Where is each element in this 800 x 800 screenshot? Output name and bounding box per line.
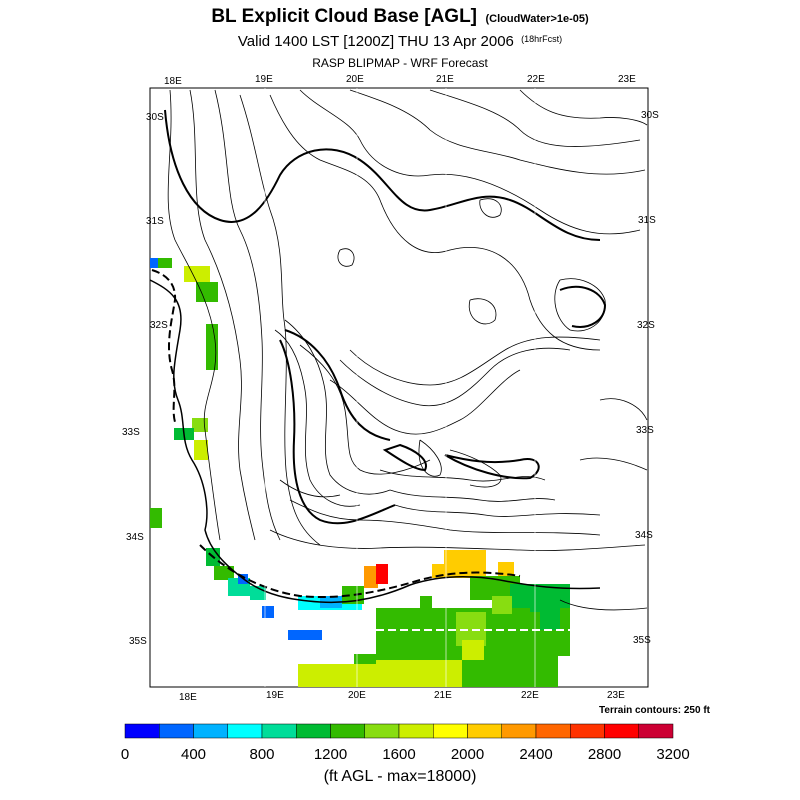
lon-label-bottom: 21E bbox=[434, 690, 452, 701]
lat-label-right: 33S bbox=[636, 425, 654, 436]
color-swatch bbox=[364, 723, 400, 739]
cell bbox=[420, 596, 432, 608]
color-swatch bbox=[501, 723, 537, 739]
lat-label-left: 35S bbox=[129, 636, 147, 647]
graticule bbox=[264, 88, 536, 687]
color-swatch bbox=[227, 723, 263, 739]
cell bbox=[462, 640, 484, 660]
cell bbox=[492, 596, 512, 614]
title-note: (CloudWater>1e-05) bbox=[485, 13, 589, 25]
color-swatch bbox=[467, 723, 502, 739]
boundary-dashed bbox=[151, 269, 177, 426]
color-scale-tick-label: 2000 bbox=[451, 746, 484, 763]
bold-contours bbox=[164, 109, 607, 525]
color-swatch bbox=[159, 723, 194, 739]
forecast-map: 18E 19E 20E 21E 22E 23E 18E 19E 20E 21E … bbox=[122, 74, 659, 703]
lat-label-left: 30S bbox=[146, 112, 164, 123]
lat-label-right: 35S bbox=[633, 635, 651, 646]
units-label: (ft AGL - max=18000) bbox=[323, 768, 477, 785]
color-swatch bbox=[193, 723, 228, 739]
color-swatch bbox=[604, 723, 639, 739]
cell bbox=[194, 440, 208, 460]
cell bbox=[376, 660, 462, 687]
lat-label-left: 32S bbox=[150, 320, 168, 331]
cell bbox=[150, 508, 162, 528]
valid-text: Valid 1400 LST [1200Z] THU 13 Apr 2006 bbox=[237, 33, 514, 50]
title-main: BL Explicit Cloud Base [AGL] bbox=[211, 6, 478, 27]
color-scale-tick-label: 2400 bbox=[519, 746, 552, 763]
cell bbox=[530, 594, 560, 612]
lon-label-bottom: 19E bbox=[266, 690, 284, 701]
lat-label-right: 34S bbox=[635, 530, 653, 541]
terrain-contours bbox=[167, 89, 648, 611]
color-scale-swatches bbox=[124, 723, 674, 739]
color-scale-tick-label: 800 bbox=[249, 746, 274, 763]
lat-label-right: 32S bbox=[637, 320, 655, 331]
color-swatch bbox=[124, 723, 160, 739]
color-scale: 0 400 800 1200 1600 2000 2400 2800 3200 bbox=[121, 723, 690, 763]
chart-title: BL Explicit Cloud Base [AGL] (CloudWater… bbox=[0, 6, 800, 32]
color-swatch bbox=[570, 723, 605, 739]
color-scale-ticks: 0 400 800 1200 1600 2000 2400 2800 3200 bbox=[121, 746, 690, 763]
lon-label-top: 23E bbox=[618, 74, 636, 85]
color-swatch bbox=[330, 723, 365, 739]
color-scale-tick-label: 1200 bbox=[314, 746, 347, 763]
lon-label-top: 18E bbox=[164, 76, 182, 87]
cell bbox=[158, 258, 172, 268]
lon-label-bottom: 20E bbox=[348, 690, 366, 701]
lon-label-top: 21E bbox=[436, 74, 454, 85]
lon-label-bottom: 18E bbox=[179, 692, 197, 703]
color-scale-tick-label: 1600 bbox=[382, 746, 415, 763]
cell bbox=[196, 282, 218, 302]
lon-label-top: 22E bbox=[527, 74, 545, 85]
color-swatch bbox=[398, 723, 434, 739]
color-scale-tick-label: 0 bbox=[121, 746, 129, 763]
cell bbox=[540, 610, 560, 630]
cell bbox=[298, 664, 378, 687]
cell bbox=[288, 630, 322, 640]
axis-labels: 18E 19E 20E 21E 22E 23E 18E 19E 20E 21E … bbox=[122, 74, 659, 703]
color-swatch bbox=[433, 723, 468, 739]
cell bbox=[150, 258, 158, 268]
lat-label-left: 34S bbox=[126, 532, 144, 543]
cell bbox=[376, 564, 388, 584]
lon-label-top: 20E bbox=[346, 74, 364, 85]
color-swatch bbox=[296, 723, 331, 739]
color-scale-tick-label: 3200 bbox=[656, 746, 689, 763]
cell bbox=[364, 566, 378, 588]
lat-label-left: 33S bbox=[122, 427, 140, 438]
lat-label-left: 31S bbox=[146, 216, 164, 227]
valid-note: (18hrFcst) bbox=[521, 34, 563, 44]
lon-label-top: 19E bbox=[255, 74, 273, 85]
cell bbox=[206, 324, 218, 370]
lat-label-right: 30S bbox=[641, 110, 659, 121]
color-swatch bbox=[638, 723, 674, 739]
valid-line: Valid 1400 LST [1200Z] THU 13 Apr 2006 (… bbox=[0, 33, 800, 53]
model-line: RASP BLIPMAP - WRF Forecast bbox=[312, 56, 488, 70]
lat-label-right: 31S bbox=[638, 215, 656, 226]
color-scale-tick-label: 400 bbox=[181, 746, 206, 763]
boundary-dashed-south bbox=[199, 544, 521, 599]
terrain-note: Terrain contours: 250 ft bbox=[599, 705, 710, 716]
color-scale-tick-label: 2800 bbox=[588, 746, 621, 763]
color-swatch bbox=[261, 723, 297, 739]
lon-label-bottom: 23E bbox=[607, 690, 625, 701]
color-swatch bbox=[535, 723, 571, 739]
lon-label-bottom: 22E bbox=[521, 690, 539, 701]
